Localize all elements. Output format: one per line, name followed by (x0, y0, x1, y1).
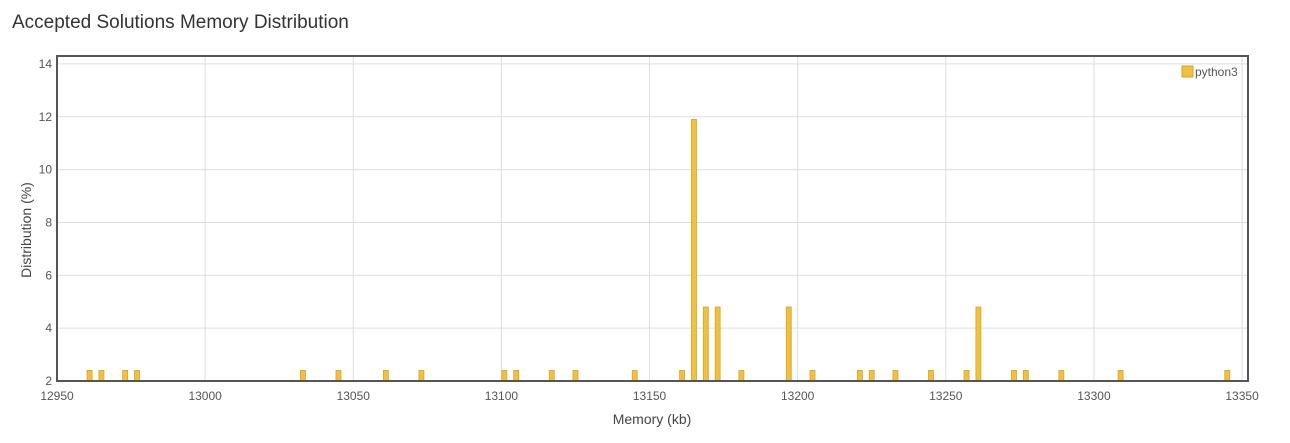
memory-bar[interactable] (679, 370, 686, 382)
plot-frame (56, 55, 1249, 382)
y-tick-label: 12 (39, 110, 53, 124)
memory-bar[interactable] (702, 306, 709, 382)
memory-bar[interactable] (868, 370, 875, 382)
memory-bar[interactable] (856, 370, 863, 382)
memory-bar[interactable] (892, 370, 899, 382)
memory-bar[interactable] (975, 306, 982, 382)
grid-lines (56, 56, 1248, 382)
memory-bar[interactable] (86, 370, 93, 382)
memory-bar[interactable] (1058, 370, 1065, 382)
legend-swatch (1181, 65, 1194, 78)
y-tick-label: 10 (39, 163, 53, 177)
memory-bar[interactable] (738, 370, 745, 382)
chart-title: Accepted Solutions Memory Distribution (12, 12, 349, 33)
memory-bar[interactable] (691, 119, 697, 382)
x-axis-label: Memory (kb) (613, 411, 692, 427)
memory-bar[interactable] (1224, 370, 1231, 382)
legend[interactable]: python3 (1181, 65, 1238, 79)
memory-bar[interactable] (809, 370, 816, 382)
y-tick-label: 6 (45, 268, 52, 282)
memory-bar[interactable] (1117, 370, 1124, 382)
memory-bar[interactable] (548, 370, 555, 382)
y-tick-labels: 2 4 6 8 10 12 14 (39, 57, 53, 388)
y-axis-label: Distribution (%) (18, 182, 34, 278)
memory-bar[interactable] (134, 370, 140, 382)
legend-label: python3 (1195, 65, 1238, 79)
x-tick-label: 13250 (929, 389, 963, 403)
y-tick-label: 4 (45, 321, 52, 335)
x-tick-label: 13050 (337, 389, 371, 403)
memory-bar[interactable] (300, 370, 306, 382)
memory-bar[interactable] (631, 370, 638, 382)
x-tick-label: 13100 (485, 389, 519, 403)
x-tick-label: 13000 (188, 389, 222, 403)
x-tick-labels: 12950 13000 13050 13100 13150 13200 13250 13300… (40, 389, 1259, 403)
memory-bar[interactable] (98, 370, 105, 382)
memory-bar[interactable] (418, 370, 425, 382)
memory-bar[interactable] (928, 370, 934, 382)
y-tick-label: 14 (39, 57, 53, 71)
x-tick-label: 13350 (1225, 389, 1259, 403)
memory-bar[interactable] (572, 370, 579, 382)
memory-bar[interactable] (122, 370, 129, 382)
bars-group (86, 119, 1231, 382)
y-tick-label: 2 (45, 374, 52, 388)
memory-bar[interactable] (1011, 370, 1017, 382)
x-tick-label: 13150 (633, 389, 667, 403)
memory-bar[interactable] (785, 306, 792, 382)
memory-bar[interactable] (335, 370, 342, 382)
memory-bar[interactable] (513, 370, 520, 382)
x-tick-label: 13300 (1077, 389, 1111, 403)
y-tick-label: 8 (45, 215, 52, 229)
memory-bar[interactable] (382, 370, 389, 382)
memory-bar[interactable] (501, 370, 508, 382)
memory-bar[interactable] (714, 306, 721, 382)
memory-bar[interactable] (1022, 370, 1029, 382)
x-tick-label: 12950 (40, 389, 74, 403)
memory-bar[interactable] (963, 370, 970, 382)
x-tick-label: 13200 (781, 389, 815, 403)
